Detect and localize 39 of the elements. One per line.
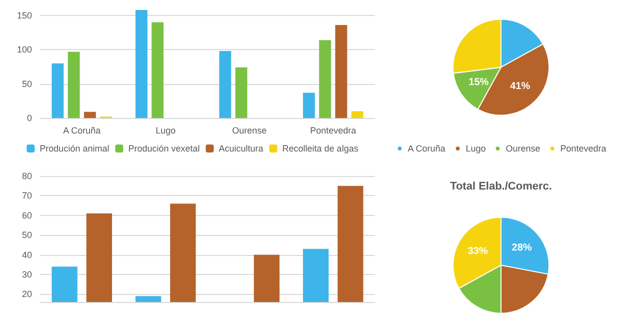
y-tick-label: 50 (22, 230, 32, 240)
y-tick-label: 150 (16, 10, 32, 20)
legend-label: Lugo (466, 144, 486, 154)
y-tick-label: 40 (22, 250, 32, 260)
y-tick-label: 60 (22, 210, 32, 220)
bar (52, 63, 64, 118)
x-tick-label: Lugo (156, 126, 176, 136)
bar (84, 112, 96, 118)
bar (335, 25, 348, 118)
legend-label: Recolleita de algas (282, 144, 359, 154)
y-tick-label: 30 (22, 269, 32, 280)
bar (319, 40, 332, 118)
y-tick-label: 50 (22, 78, 32, 89)
y-tick-label: 80 (22, 171, 32, 181)
y-tick-label: 100 (16, 44, 32, 55)
y-tick-label: 20 (22, 289, 32, 300)
legend-label: Ourense (506, 144, 540, 154)
bar (135, 10, 148, 118)
chart-title: Total Elab./Comerc. (450, 180, 552, 192)
data-label: 41% (510, 80, 530, 92)
legend-label: Acuicultura (218, 144, 264, 154)
bar (68, 52, 80, 118)
bar (351, 111, 364, 118)
y-tick-label: 70 (22, 190, 32, 201)
legend-label: A Coruña (408, 144, 446, 154)
y-tick-label: 0 (26, 113, 32, 123)
x-tick-label: A Coruña (63, 126, 101, 136)
data-label: 15% (468, 76, 489, 88)
bar (235, 67, 248, 118)
legend-label: Produción vexetal (128, 144, 200, 154)
bar (152, 22, 164, 118)
x-tick-label: Pontevedra (310, 126, 356, 136)
bar (219, 51, 232, 118)
data-label: 33% (468, 246, 488, 257)
data-label: 28% (512, 242, 532, 254)
x-tick-label: Ourense (232, 126, 267, 136)
legend-label: Pontevedra (560, 144, 606, 154)
bar (302, 92, 315, 118)
legend-label: Produción animal (40, 144, 110, 154)
